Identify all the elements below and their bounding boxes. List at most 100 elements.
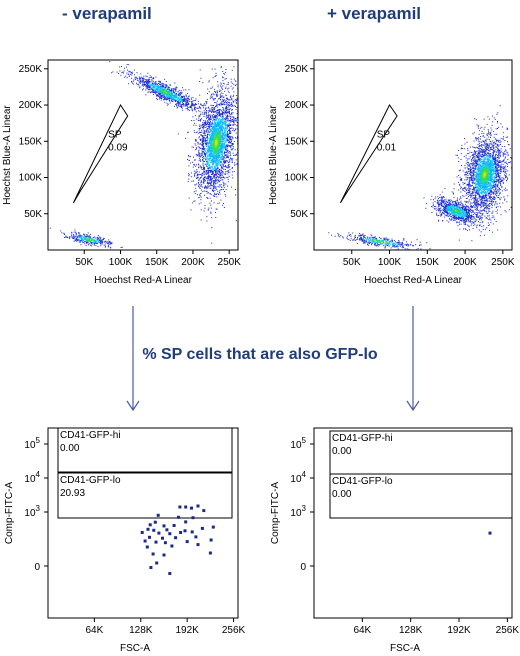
event-dot — [196, 177, 198, 178]
event-dot — [224, 128, 226, 130]
event-dot — [211, 114, 213, 116]
x-tick-label: 100K — [109, 257, 133, 268]
event-dot — [230, 154, 232, 156]
event-dot — [203, 178, 205, 179]
event-dot — [233, 121, 235, 123]
event-dot — [88, 243, 90, 245]
event-dot — [222, 118, 224, 120]
event-dot — [211, 174, 213, 175]
event-dot — [157, 91, 159, 93]
event-dot — [469, 169, 471, 171]
event-dot — [216, 91, 218, 93]
event-dot — [235, 105, 236, 107]
event-dot — [471, 189, 473, 190]
event-dot — [196, 177, 197, 179]
event-dot — [235, 120, 237, 122]
event-dot — [193, 130, 195, 132]
event-dot — [199, 153, 201, 155]
event-dot — [129, 73, 131, 75]
event-dot — [238, 106, 239, 107]
event-dot — [182, 105, 184, 107]
event-dot — [217, 203, 219, 205]
event-dot — [185, 137, 187, 139]
event-dot — [459, 202, 461, 204]
event-dot — [194, 132, 196, 134]
event-dot — [212, 117, 214, 119]
event-dot — [173, 97, 175, 99]
event-dot — [228, 142, 230, 143]
event-dot — [208, 175, 210, 177]
event-dot — [215, 180, 217, 182]
event-dot — [231, 103, 232, 105]
event-dot — [207, 168, 209, 170]
event-dot — [504, 161, 506, 163]
event-dot — [469, 176, 471, 178]
event-dot — [234, 154, 236, 156]
event-dot — [220, 83, 222, 85]
event-dot — [98, 237, 100, 239]
event-dot — [226, 108, 228, 110]
event-dot — [133, 69, 135, 71]
event-dot — [463, 219, 465, 221]
event-dot — [82, 242, 84, 244]
event-dot — [233, 171, 235, 172]
event-dot — [473, 163, 475, 165]
event-dot — [90, 238, 92, 240]
event-dot — [223, 157, 225, 159]
event-dot — [224, 144, 226, 146]
event-dot — [491, 181, 493, 182]
event-dot — [502, 155, 504, 157]
event-dot — [182, 101, 184, 103]
event-dot — [205, 123, 207, 125]
event-dot — [198, 149, 200, 151]
event-dot — [479, 218, 480, 220]
y-tick-label: 50K — [24, 209, 42, 220]
event-dot — [161, 98, 163, 99]
event-dot — [213, 191, 214, 193]
event-dot — [139, 76, 141, 78]
event-dot — [215, 170, 217, 172]
event-dot — [481, 210, 483, 212]
event-dot — [216, 168, 218, 170]
event-dot — [149, 84, 151, 86]
event-dot — [219, 114, 221, 116]
event-dot — [504, 172, 506, 173]
event-dot — [210, 193, 212, 195]
event-dot — [178, 103, 180, 105]
event-dot — [227, 178, 229, 180]
event-dot — [225, 107, 226, 109]
event-dot — [497, 181, 499, 183]
event-dot — [193, 146, 194, 148]
event-dot — [229, 160, 231, 162]
event-dot — [200, 104, 202, 106]
event-dot — [199, 157, 201, 159]
event-dot — [222, 156, 224, 158]
event-dot — [230, 124, 231, 126]
event-dot — [177, 133, 179, 135]
event-dot — [204, 154, 206, 156]
event-dot — [225, 147, 227, 149]
event-dot — [188, 103, 190, 105]
event-dot — [94, 237, 96, 239]
event-dot — [234, 124, 236, 126]
event-dot — [483, 234, 485, 236]
event-dot — [145, 81, 147, 83]
event-dot — [502, 126, 503, 128]
event-dot — [220, 165, 222, 167]
event-dot — [177, 91, 179, 93]
event-dot — [178, 92, 180, 94]
event-dot — [212, 116, 214, 118]
event-dot — [171, 88, 173, 90]
event-dot — [218, 202, 220, 204]
event-dot — [459, 176, 461, 178]
event-dot — [469, 151, 471, 153]
event-dot — [214, 167, 216, 169]
event-dot — [478, 125, 480, 127]
event-dot — [90, 240, 92, 242]
event-dot — [85, 240, 87, 242]
event-dot — [206, 140, 208, 142]
event-dot — [204, 172, 206, 174]
event-dot — [221, 119, 222, 120]
event-dot — [203, 153, 205, 154]
event-dot — [221, 177, 223, 178]
